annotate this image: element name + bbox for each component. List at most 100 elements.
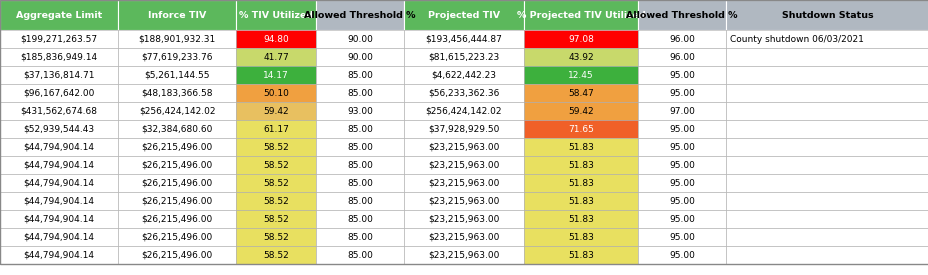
- Text: 95.00: 95.00: [668, 232, 694, 241]
- Text: 51.83: 51.83: [567, 251, 593, 260]
- Bar: [0, 138, 118, 156]
- Bar: [0, 228, 118, 246]
- Text: 59.42: 59.42: [568, 106, 593, 115]
- Bar: [118, 120, 236, 138]
- Bar: [118, 174, 236, 192]
- Bar: [523, 156, 638, 174]
- Text: $44,794,904.14: $44,794,904.14: [23, 251, 95, 260]
- Text: 58.52: 58.52: [263, 161, 289, 169]
- Bar: [523, 48, 638, 66]
- Text: Allowed Threshold %: Allowed Threshold %: [625, 10, 737, 20]
- Bar: [638, 138, 725, 156]
- Bar: [316, 120, 404, 138]
- Bar: [725, 174, 928, 192]
- Bar: [316, 228, 404, 246]
- Text: $26,215,496.00: $26,215,496.00: [141, 197, 213, 205]
- Bar: [638, 174, 725, 192]
- Bar: [725, 228, 928, 246]
- Text: 58.52: 58.52: [263, 178, 289, 188]
- Text: 96.00: 96.00: [668, 34, 694, 43]
- Text: $81,615,223.23: $81,615,223.23: [428, 53, 499, 62]
- Text: 95.00: 95.00: [668, 161, 694, 169]
- Bar: [118, 210, 236, 228]
- Bar: [118, 228, 236, 246]
- Text: 51.83: 51.83: [567, 232, 593, 241]
- Text: $199,271,263.57: $199,271,263.57: [20, 34, 97, 43]
- Text: 95.00: 95.00: [668, 251, 694, 260]
- Bar: [404, 228, 523, 246]
- Bar: [638, 120, 725, 138]
- Bar: [638, 66, 725, 84]
- Bar: [0, 192, 118, 210]
- Bar: [236, 210, 316, 228]
- Bar: [316, 192, 404, 210]
- Text: $26,215,496.00: $26,215,496.00: [141, 232, 213, 241]
- Bar: [638, 228, 725, 246]
- Text: 97.00: 97.00: [668, 106, 694, 115]
- Bar: [404, 174, 523, 192]
- Text: 95.00: 95.00: [668, 214, 694, 224]
- Text: Shutdown Status: Shutdown Status: [780, 10, 872, 20]
- Bar: [316, 138, 404, 156]
- Bar: [118, 246, 236, 264]
- Bar: [638, 30, 725, 48]
- Bar: [118, 138, 236, 156]
- Text: 85.00: 85.00: [347, 197, 372, 205]
- Bar: [404, 192, 523, 210]
- Text: County shutdown 06/03/2021: County shutdown 06/03/2021: [729, 34, 863, 43]
- Bar: [404, 210, 523, 228]
- Text: $26,215,496.00: $26,215,496.00: [141, 251, 213, 260]
- Bar: [0, 174, 118, 192]
- Bar: [236, 228, 316, 246]
- Text: 58.52: 58.52: [263, 214, 289, 224]
- Text: 85.00: 85.00: [347, 251, 372, 260]
- Text: $44,794,904.14: $44,794,904.14: [23, 178, 95, 188]
- Bar: [638, 48, 725, 66]
- Text: $188,901,932.31: $188,901,932.31: [138, 34, 215, 43]
- Text: 41.77: 41.77: [263, 53, 289, 62]
- Bar: [404, 66, 523, 84]
- Text: $23,215,963.00: $23,215,963.00: [428, 161, 499, 169]
- Bar: [523, 120, 638, 138]
- Bar: [316, 66, 404, 84]
- Bar: [725, 210, 928, 228]
- Bar: [118, 48, 236, 66]
- Text: 85.00: 85.00: [347, 232, 372, 241]
- Text: 59.42: 59.42: [263, 106, 289, 115]
- Bar: [236, 138, 316, 156]
- Text: $23,215,963.00: $23,215,963.00: [428, 142, 499, 152]
- Bar: [0, 102, 118, 120]
- Text: $44,794,904.14: $44,794,904.14: [23, 161, 95, 169]
- Bar: [725, 30, 928, 48]
- Text: 85.00: 85.00: [347, 161, 372, 169]
- Bar: [523, 246, 638, 264]
- Text: $23,215,963.00: $23,215,963.00: [428, 178, 499, 188]
- Text: $37,928,929.50: $37,928,929.50: [428, 125, 499, 133]
- Text: $185,836,949.14: $185,836,949.14: [20, 53, 97, 62]
- Bar: [316, 84, 404, 102]
- Bar: [316, 156, 404, 174]
- Text: 96.00: 96.00: [668, 53, 694, 62]
- Text: $23,215,963.00: $23,215,963.00: [428, 197, 499, 205]
- Text: $44,794,904.14: $44,794,904.14: [23, 142, 95, 152]
- Bar: [236, 102, 316, 120]
- Bar: [0, 210, 118, 228]
- Bar: [316, 48, 404, 66]
- Text: 85.00: 85.00: [347, 142, 372, 152]
- Bar: [638, 84, 725, 102]
- Bar: [316, 174, 404, 192]
- Text: 90.00: 90.00: [347, 53, 372, 62]
- Bar: [523, 102, 638, 120]
- Bar: [523, 192, 638, 210]
- Bar: [523, 30, 638, 48]
- Bar: [725, 138, 928, 156]
- Text: Allowed Threshold %: Allowed Threshold %: [304, 10, 416, 20]
- Text: Projected TIV: Projected TIV: [428, 10, 499, 20]
- Text: $77,619,233.76: $77,619,233.76: [141, 53, 213, 62]
- Bar: [725, 246, 928, 264]
- Text: 71.65: 71.65: [567, 125, 593, 133]
- Text: $26,215,496.00: $26,215,496.00: [141, 142, 213, 152]
- Bar: [523, 0, 638, 30]
- Bar: [404, 102, 523, 120]
- Text: $37,136,814.71: $37,136,814.71: [23, 70, 95, 79]
